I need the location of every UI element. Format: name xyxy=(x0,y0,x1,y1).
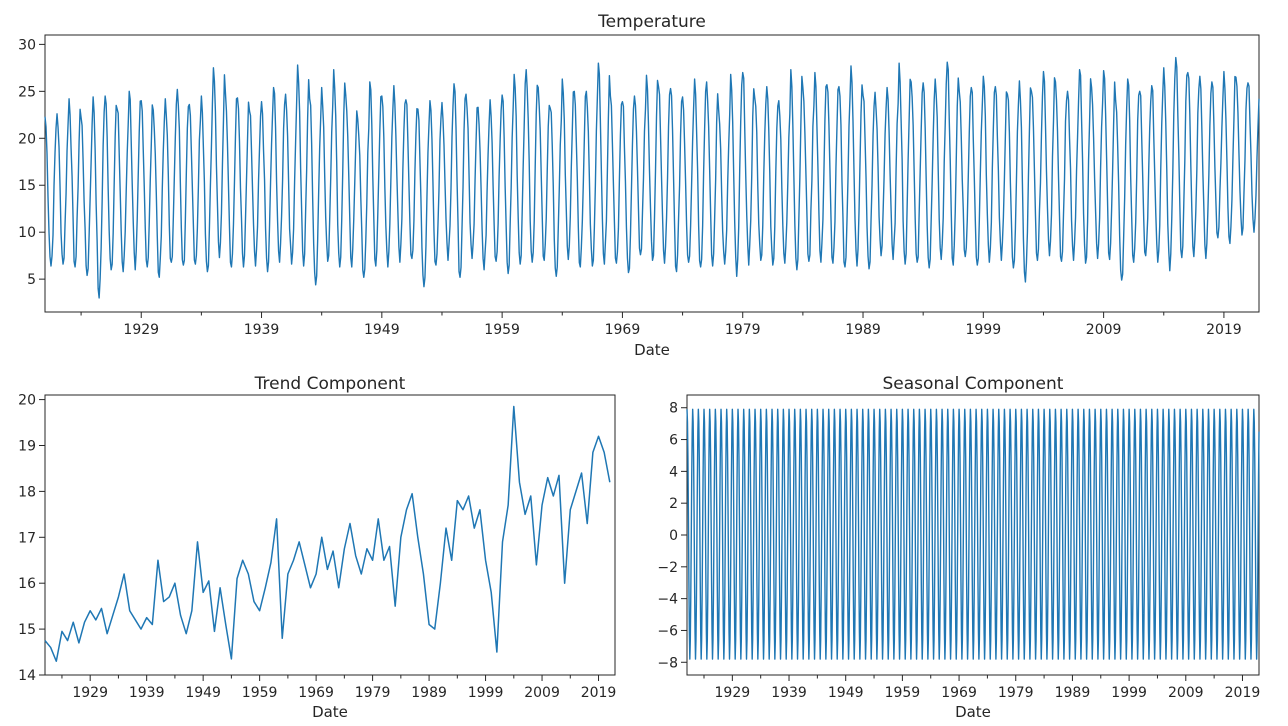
seasonal-plot-area xyxy=(686,408,1260,660)
seasonal-x-tick-label: 1989 xyxy=(1055,685,1091,701)
trend-series-line xyxy=(44,405,611,662)
seasonal-x-tick-label: 1949 xyxy=(828,685,864,701)
trend-y-ticks: 14 15 16 17 18 19 20 xyxy=(18,393,45,684)
trend-x-ticks: 1929 1939 1949 1959 1969 1979 1989 1999 2009 2019 xyxy=(61,675,617,701)
temperature-x-tick-label: 1929 xyxy=(123,322,159,338)
seasonal-y-tick-label: 6 xyxy=(669,433,678,449)
seasonal-chart: Seasonal Component 1929 1939 1949 1959 1969 1… xyxy=(657,374,1260,721)
temperature-x-tick-label: 1989 xyxy=(845,322,881,338)
temperature-y-tick-label: 15 xyxy=(18,178,36,194)
seasonal-x-tick-label: 1999 xyxy=(1111,685,1147,701)
seasonal-title: Seasonal Component xyxy=(883,374,1064,394)
trend-x-tick-label: 1979 xyxy=(355,685,391,701)
trend-x-tick-label: 1939 xyxy=(129,685,165,701)
trend-x-tick-label: 2009 xyxy=(524,685,560,701)
seasonal-x-tick-label: 1979 xyxy=(998,685,1034,701)
temperature-x-ticks: 1929 1939 1949 1959 1969 1979 1989 1999 2009 2019 xyxy=(80,312,1242,338)
temperature-x-tick-label: 2019 xyxy=(1206,322,1242,338)
trend-title: Trend Component xyxy=(254,374,406,394)
temperature-x-tick-label: 1969 xyxy=(605,322,641,338)
trend-x-tick-label: 1949 xyxy=(185,685,221,701)
seasonal-x-ticks: 1929 1939 1949 1959 1969 1979 1989 1999 2009 2019 xyxy=(703,675,1261,701)
temperature-x-label: Date xyxy=(634,341,670,359)
trend-y-tick-label: 14 xyxy=(18,668,36,684)
temperature-x-tick-label: 1979 xyxy=(725,322,761,338)
trend-chart: Trend Component 1929 1939 1949 1959 1969 1979… xyxy=(18,374,616,721)
trend-plot-frame xyxy=(44,394,616,676)
temperature-x-tick-label: 2009 xyxy=(1086,322,1122,338)
seasonal-y-tick-label: −6 xyxy=(657,623,678,639)
temperature-plot-frame xyxy=(44,34,1260,313)
trend-y-tick-label: 16 xyxy=(18,576,36,592)
temperature-y-tick-label: 25 xyxy=(18,84,36,100)
seasonal-x-tick-label: 2009 xyxy=(1168,685,1204,701)
trend-y-tick-label: 15 xyxy=(18,622,36,638)
temperature-y-tick-label: 30 xyxy=(18,37,36,53)
temperature-x-tick-label: 1959 xyxy=(484,322,520,338)
temperature-y-ticks: 5 10 15 20 25 30 xyxy=(18,37,45,288)
trend-x-tick-label: 1969 xyxy=(298,685,334,701)
trend-y-tick-label: 17 xyxy=(18,530,36,546)
trend-x-tick-label: 1999 xyxy=(468,685,504,701)
seasonal-x-tick-label: 2019 xyxy=(1225,685,1261,701)
trend-x-tick-label: 1989 xyxy=(411,685,447,701)
trend-x-tick-label: 1959 xyxy=(242,685,278,701)
seasonal-x-tick-label: 1969 xyxy=(941,685,977,701)
seasonal-y-tick-label: −8 xyxy=(657,655,678,671)
temperature-plot-area xyxy=(44,56,1260,299)
trend-x-tick-label: 2019 xyxy=(581,685,617,701)
trend-x-tick-label: 1929 xyxy=(72,685,108,701)
temperature-x-tick-label: 1939 xyxy=(244,322,280,338)
seasonal-y-tick-label: 0 xyxy=(669,528,678,544)
seasonal-series-line xyxy=(686,408,1260,660)
temperature-y-tick-label: 10 xyxy=(18,225,36,241)
seasonal-x-tick-label: 1959 xyxy=(885,685,921,701)
seasonal-y-tick-label: 8 xyxy=(669,401,678,417)
seasonal-y-tick-label: −2 xyxy=(657,560,678,576)
seasonal-x-tick-label: 1939 xyxy=(771,685,807,701)
temperature-y-tick-label: 20 xyxy=(18,131,36,147)
seasonal-y-tick-label: 4 xyxy=(669,464,678,480)
temperature-series-line xyxy=(44,56,1260,299)
temperature-x-tick-label: 1999 xyxy=(965,322,1001,338)
seasonal-y-ticks: −8 −6 −4 −2 0 2 4 6 8 xyxy=(657,401,687,671)
trend-plot-area xyxy=(44,405,611,662)
temperature-title: Temperature xyxy=(597,12,706,32)
trend-x-label: Date xyxy=(312,703,348,721)
trend-y-tick-label: 18 xyxy=(18,484,36,500)
temperature-y-tick-label: 5 xyxy=(27,272,36,288)
trend-y-tick-label: 19 xyxy=(18,438,36,454)
trend-y-tick-label: 20 xyxy=(18,393,36,409)
seasonal-x-label: Date xyxy=(955,703,991,721)
seasonal-x-tick-label: 1929 xyxy=(715,685,751,701)
seasonal-y-tick-label: −4 xyxy=(657,592,678,608)
temperature-x-tick-label: 1949 xyxy=(364,322,400,338)
temperature-chart: Temperature 1929 1939 1949 1959 1969 1979 1989… xyxy=(18,12,1260,359)
seasonal-y-tick-label: 2 xyxy=(669,496,678,512)
